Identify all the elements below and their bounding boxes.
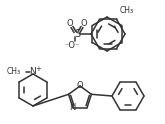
- Text: ⁻O⁻: ⁻O⁻: [64, 41, 80, 49]
- Text: N: N: [69, 103, 75, 112]
- Text: CH₃: CH₃: [7, 66, 21, 76]
- Text: +: +: [35, 66, 41, 72]
- Text: S: S: [74, 29, 80, 39]
- Text: O: O: [77, 80, 83, 90]
- Text: O: O: [67, 19, 73, 29]
- Text: O: O: [81, 19, 87, 29]
- Text: N: N: [30, 66, 36, 76]
- Text: CH₃: CH₃: [119, 6, 134, 15]
